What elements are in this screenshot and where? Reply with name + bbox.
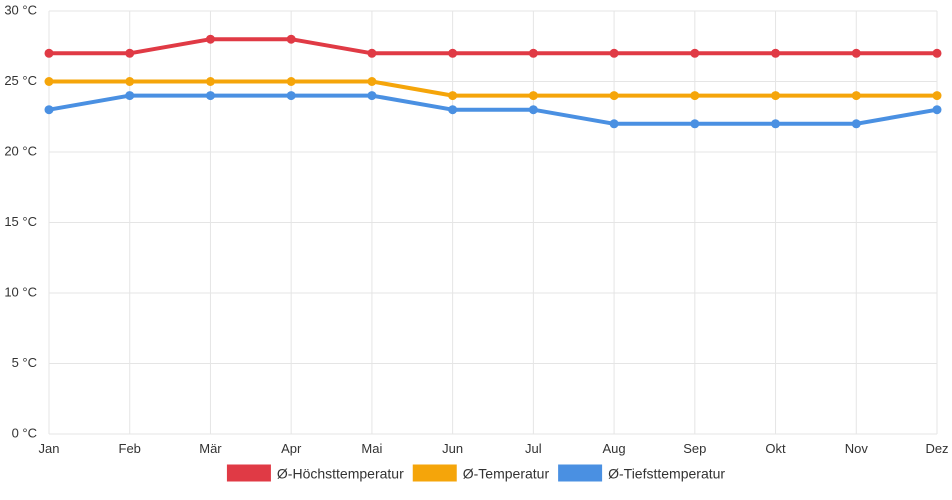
legend-item-1[interactable]: Ø-Höchsttemperatur — [226, 464, 404, 482]
data-point[interactable] — [44, 48, 54, 58]
legend-label: Ø-Tiefsttemperatur — [608, 466, 725, 482]
x-tick-label: Apr — [281, 441, 302, 456]
data-point[interactable] — [205, 34, 215, 44]
data-point[interactable] — [690, 119, 700, 129]
data-point[interactable] — [851, 119, 861, 129]
legend-label: Ø-Höchsttemperatur — [277, 466, 404, 482]
data-point[interactable] — [286, 77, 296, 86]
data-point[interactable] — [609, 119, 619, 129]
y-tick-label: 0 °C — [12, 425, 37, 440]
data-point[interactable] — [528, 105, 538, 115]
legend-swatch — [558, 464, 603, 482]
legend-item-2[interactable]: Ø-Temperatur — [412, 464, 550, 482]
legend-swatch — [226, 464, 271, 482]
data-point[interactable] — [125, 77, 135, 86]
series-line — [49, 79, 937, 98]
x-tick-label: Okt — [765, 441, 786, 456]
legend-item-3[interactable]: Ø-Tiefsttemperatur — [558, 464, 725, 482]
data-point[interactable] — [851, 48, 861, 58]
data-point[interactable] — [125, 91, 135, 101]
data-point[interactable] — [44, 105, 54, 115]
data-point[interactable] — [367, 48, 377, 58]
x-tick-label: Jan — [39, 441, 60, 456]
y-tick-label: 5 °C — [12, 355, 37, 370]
data-point[interactable] — [932, 91, 942, 101]
x-tick-label: Mär — [199, 441, 222, 456]
y-tick-label: 10 °C — [4, 284, 37, 299]
data-point[interactable] — [932, 105, 942, 115]
data-point[interactable] — [448, 91, 458, 101]
data-point[interactable] — [771, 48, 781, 58]
y-tick-label: 25 °C — [4, 73, 37, 88]
series-1 — [44, 34, 942, 58]
data-point[interactable] — [690, 48, 700, 58]
data-point[interactable] — [286, 34, 296, 44]
x-tick-label: Jul — [525, 441, 542, 456]
series-line — [48, 93, 938, 126]
x-tick-label: Sep — [683, 441, 706, 456]
data-point[interactable] — [851, 91, 861, 101]
x-tick-label: Dez — [925, 441, 948, 456]
x-tick-label: Mai — [361, 441, 382, 456]
data-point[interactable] — [690, 91, 700, 101]
data-point[interactable] — [286, 91, 296, 101]
data-point[interactable] — [528, 91, 538, 101]
y-tick-label: 30 °C — [4, 2, 37, 17]
data-point[interactable] — [448, 48, 458, 58]
x-tick-label: Nov — [845, 441, 869, 456]
data-point[interactable] — [771, 119, 781, 129]
y-axis-tick-labels: 0 °C 5 °C 10 °C 15 °C 20 °C 25 °C 30 °C — [4, 2, 37, 440]
x-tick-label: Feb — [119, 441, 141, 456]
series-3 — [44, 91, 942, 129]
series-2 — [44, 77, 942, 101]
data-point[interactable] — [528, 48, 538, 58]
series-lines — [44, 34, 942, 129]
data-point[interactable] — [367, 91, 377, 101]
x-tick-label: Jun — [442, 441, 463, 456]
grid-lines — [48, 10, 938, 435]
legend-label: Ø-Temperatur — [463, 466, 550, 482]
data-point[interactable] — [125, 48, 135, 58]
y-tick-label: 20 °C — [4, 143, 37, 158]
legend: Ø-Höchsttemperatur Ø-Temperatur Ø-Tiefstte… — [226, 464, 725, 482]
data-point[interactable] — [932, 48, 942, 58]
data-point[interactable] — [367, 77, 377, 86]
data-point[interactable] — [609, 91, 619, 101]
data-point[interactable] — [609, 48, 619, 58]
x-tick-label: Aug — [603, 441, 626, 456]
data-point[interactable] — [205, 91, 215, 101]
series-line — [49, 37, 937, 56]
data-point[interactable] — [448, 105, 458, 115]
y-tick-label: 15 °C — [4, 214, 37, 229]
x-axis-tick-labels: Jan Feb Mär Apr Mai Jun Jul Aug Sep Okt Nov Dez — [39, 441, 949, 456]
legend-swatch — [412, 464, 457, 482]
data-point[interactable] — [205, 77, 215, 86]
data-point[interactable] — [771, 91, 781, 101]
data-point[interactable] — [44, 77, 54, 86]
